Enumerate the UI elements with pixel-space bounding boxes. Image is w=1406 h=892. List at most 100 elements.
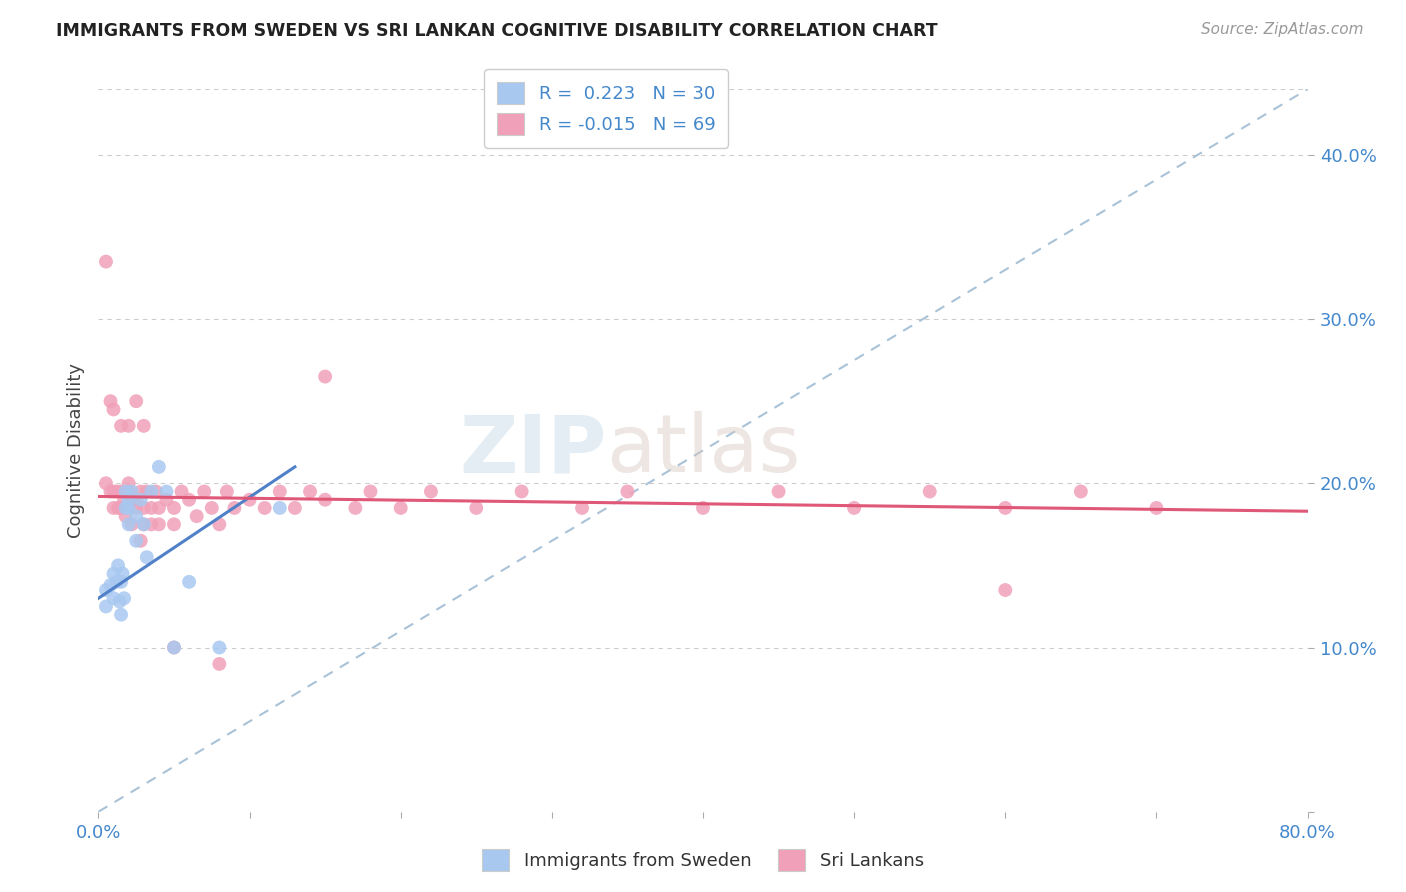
Point bbox=[616, 484, 638, 499]
Point bbox=[420, 484, 443, 499]
Point bbox=[118, 476, 141, 491]
Point bbox=[94, 582, 117, 597]
Point bbox=[114, 484, 136, 499]
Point bbox=[510, 484, 533, 499]
Point bbox=[155, 484, 177, 499]
Point bbox=[135, 550, 157, 565]
Point bbox=[118, 418, 141, 433]
Point bbox=[215, 484, 238, 499]
Point bbox=[1144, 500, 1167, 515]
Point bbox=[163, 500, 186, 515]
Point bbox=[145, 484, 167, 499]
Point bbox=[163, 517, 186, 532]
Point bbox=[125, 492, 148, 507]
Point bbox=[193, 484, 215, 499]
Point bbox=[768, 484, 790, 499]
Point bbox=[107, 558, 129, 573]
Point bbox=[465, 500, 488, 515]
Point bbox=[110, 418, 132, 433]
Point bbox=[844, 500, 866, 515]
Text: IMMIGRANTS FROM SWEDEN VS SRI LANKAN COGNITIVE DISABILITY CORRELATION CHART: IMMIGRANTS FROM SWEDEN VS SRI LANKAN COG… bbox=[56, 22, 938, 40]
Point bbox=[132, 517, 155, 532]
Point bbox=[103, 500, 125, 515]
Point bbox=[103, 402, 125, 417]
Point bbox=[125, 500, 148, 515]
Point bbox=[344, 500, 367, 515]
Point bbox=[314, 492, 336, 507]
Legend: R =  0.223   N = 30, R = -0.015   N = 69: R = 0.223 N = 30, R = -0.015 N = 69 bbox=[485, 70, 728, 148]
Point bbox=[201, 500, 224, 515]
Point bbox=[129, 484, 152, 499]
Point bbox=[299, 484, 322, 499]
Point bbox=[918, 484, 941, 499]
Text: atlas: atlas bbox=[606, 411, 800, 490]
Point bbox=[994, 500, 1017, 515]
Point bbox=[110, 607, 132, 622]
Point bbox=[105, 484, 128, 499]
Point bbox=[163, 640, 186, 655]
Point bbox=[148, 500, 170, 515]
Point bbox=[141, 484, 163, 499]
Point bbox=[114, 509, 136, 524]
Point bbox=[94, 476, 117, 491]
Point bbox=[100, 394, 122, 409]
Point bbox=[94, 254, 117, 268]
Point bbox=[103, 591, 125, 606]
Point bbox=[132, 500, 155, 515]
Point bbox=[107, 500, 129, 515]
Point bbox=[118, 517, 141, 532]
Point bbox=[125, 509, 148, 524]
Point bbox=[100, 484, 122, 499]
Point bbox=[105, 574, 128, 589]
Point bbox=[692, 500, 714, 515]
Point bbox=[110, 500, 132, 515]
Point bbox=[125, 394, 148, 409]
Point bbox=[112, 591, 135, 606]
Point bbox=[360, 484, 382, 499]
Point bbox=[179, 574, 201, 589]
Point bbox=[269, 484, 291, 499]
Text: Source: ZipAtlas.com: Source: ZipAtlas.com bbox=[1201, 22, 1364, 37]
Point bbox=[132, 418, 155, 433]
Point bbox=[132, 517, 155, 532]
Point bbox=[121, 484, 143, 499]
Point bbox=[170, 484, 193, 499]
Point bbox=[125, 533, 148, 548]
Point bbox=[108, 594, 131, 608]
Point bbox=[163, 640, 186, 655]
Point bbox=[208, 640, 231, 655]
Point bbox=[103, 484, 125, 499]
Point bbox=[224, 500, 246, 515]
Point bbox=[118, 492, 141, 507]
Point bbox=[110, 574, 132, 589]
Y-axis label: Cognitive Disability: Cognitive Disability bbox=[66, 363, 84, 538]
Text: ZIP: ZIP bbox=[458, 411, 606, 490]
Point bbox=[110, 484, 132, 499]
Point bbox=[148, 459, 170, 474]
Point bbox=[111, 566, 134, 581]
Point bbox=[118, 484, 141, 499]
Point bbox=[155, 492, 177, 507]
Point bbox=[94, 599, 117, 614]
Point bbox=[284, 500, 307, 515]
Point bbox=[148, 517, 170, 532]
Point bbox=[269, 500, 291, 515]
Point bbox=[121, 492, 143, 507]
Point bbox=[186, 509, 208, 524]
Point bbox=[179, 492, 201, 507]
Legend: Immigrants from Sweden, Sri Lankans: Immigrants from Sweden, Sri Lankans bbox=[475, 842, 931, 879]
Point bbox=[100, 578, 122, 592]
Point bbox=[239, 492, 262, 507]
Point bbox=[129, 492, 152, 507]
Point bbox=[118, 500, 141, 515]
Point bbox=[121, 517, 143, 532]
Point bbox=[135, 484, 157, 499]
Point bbox=[129, 533, 152, 548]
Point bbox=[389, 500, 412, 515]
Point bbox=[571, 500, 593, 515]
Point bbox=[208, 657, 231, 671]
Point bbox=[208, 517, 231, 532]
Point bbox=[1070, 484, 1092, 499]
Point bbox=[141, 500, 163, 515]
Point bbox=[994, 582, 1017, 597]
